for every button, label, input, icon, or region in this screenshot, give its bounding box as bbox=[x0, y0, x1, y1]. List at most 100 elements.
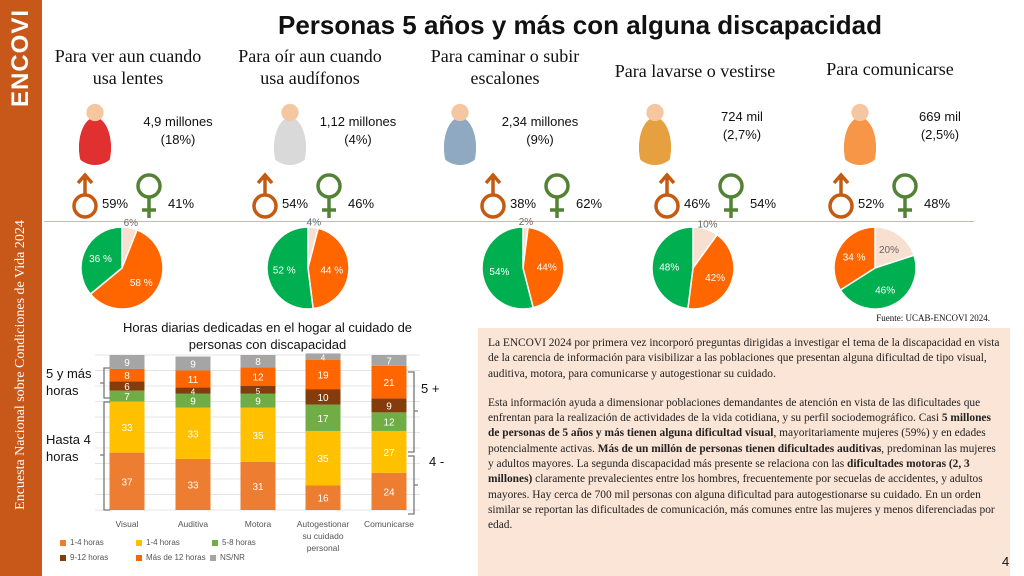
bar-segment bbox=[371, 365, 407, 399]
legend-item: 5-8 horas bbox=[212, 538, 256, 547]
bar-segment bbox=[109, 452, 145, 510]
category-count: 4,9 millones bbox=[143, 114, 213, 129]
sidebar: ENCOVI Encuesta Nacional sobre Condicion… bbox=[0, 0, 42, 576]
male-percent: 59% bbox=[102, 195, 129, 211]
bar-segment bbox=[371, 412, 407, 431]
summary-text: , mayoritariamente mujeres (59%) y en ed… bbox=[488, 427, 986, 455]
pie-label: 44% bbox=[537, 263, 557, 274]
legend-item: 9-12 horas bbox=[60, 553, 108, 562]
legend-swatch bbox=[136, 554, 142, 561]
category-value: 669 mil (2,5%) bbox=[890, 108, 990, 144]
x-tick-label: su cuidado bbox=[302, 531, 343, 541]
pie-label: 46% bbox=[875, 286, 895, 297]
legend-swatch bbox=[136, 539, 142, 546]
page-title: Personas 5 años y más con alguna discapa… bbox=[277, 10, 883, 40]
category-title: Para oír aun cuando usa audífonos bbox=[238, 46, 382, 88]
category-title: Para caminar o subir escalones bbox=[430, 46, 580, 88]
bar-label: 35 bbox=[317, 454, 329, 465]
source-note: Fuente: UCAB-ENCOVI 2024. bbox=[876, 313, 990, 323]
bar-label: 9 bbox=[386, 401, 392, 412]
divider bbox=[44, 221, 974, 222]
x-tick-label: Autogestionar bbox=[297, 519, 350, 529]
bar-segment bbox=[305, 485, 341, 510]
female-percent: 48% bbox=[924, 195, 951, 211]
pie-label: 48% bbox=[659, 263, 679, 274]
pie-slice bbox=[839, 254, 917, 310]
bar-segment bbox=[305, 389, 341, 405]
male-percent: 54% bbox=[282, 195, 309, 211]
legend-swatch bbox=[60, 554, 66, 561]
male-percent: 38% bbox=[510, 195, 537, 211]
summary-paragraph-1: La ENCOVI 2024 por primera vez incorporó… bbox=[488, 337, 1000, 380]
person-illustration bbox=[67, 95, 123, 165]
male-icon bbox=[828, 172, 854, 219]
male-icon bbox=[252, 172, 278, 219]
category-percent: (2,5%) bbox=[920, 127, 960, 142]
summary-paragraph-2: Esta información ayuda a dimensionar pob… bbox=[488, 396, 1000, 534]
summary-highlight: 5 millones de personas de 5 años y más t… bbox=[488, 412, 991, 440]
gender-split: 54% 46% bbox=[250, 172, 374, 220]
category-title: Para comunicarse bbox=[826, 59, 954, 79]
bar-label: 27 bbox=[383, 448, 395, 459]
legend-label: 9-12 horas bbox=[70, 553, 109, 562]
annotation-left-bottom: Hasta 4 horas bbox=[46, 432, 91, 464]
legend-label: Más de 12 horas bbox=[146, 553, 206, 562]
bar-segment bbox=[305, 404, 341, 431]
bar-segment bbox=[175, 458, 211, 510]
bar-segment bbox=[240, 386, 276, 394]
bar-label: 35 bbox=[252, 431, 264, 442]
legend-swatch bbox=[60, 539, 66, 546]
bar-label: 21 bbox=[383, 378, 395, 389]
bar-segment bbox=[175, 370, 211, 388]
category-count: 724 mil bbox=[721, 109, 763, 124]
bar-segment bbox=[371, 398, 407, 413]
bar-segment bbox=[305, 353, 341, 360]
legend-item: Más de 12 horas bbox=[136, 553, 206, 562]
bar-label: 12 bbox=[383, 418, 395, 429]
bar-label: 5 bbox=[256, 387, 261, 396]
pie-slice bbox=[687, 233, 735, 310]
bar-label: 16 bbox=[317, 494, 329, 505]
category-value: 1,12 millones (4%) bbox=[308, 113, 408, 149]
bar-segment bbox=[175, 387, 211, 394]
summary-highlight: Más de un millón de personas tienen difi… bbox=[597, 442, 882, 455]
category-count: 669 mil bbox=[919, 109, 961, 124]
summary-text: Esta información ayuda a dimensionar pob… bbox=[488, 396, 981, 425]
person-illustration bbox=[432, 95, 488, 165]
person-illustration bbox=[627, 95, 683, 165]
pie-label: 20% bbox=[879, 245, 899, 256]
bar-segment bbox=[240, 393, 276, 408]
category-value: 724 mil (2,7%) bbox=[692, 108, 792, 144]
bar-label: 10 bbox=[317, 393, 329, 404]
bar-label: 7 bbox=[124, 392, 130, 403]
bar-label: 4 bbox=[191, 388, 196, 397]
male-icon bbox=[480, 172, 506, 219]
legend-swatch bbox=[212, 539, 218, 546]
category-count: 2,34 millones bbox=[501, 114, 579, 129]
bracket bbox=[100, 367, 110, 399]
bracket bbox=[100, 401, 110, 511]
bar-label: 17 bbox=[317, 414, 329, 425]
pie-slice bbox=[651, 226, 694, 310]
bar-label: 19 bbox=[317, 370, 329, 381]
bar-label: 11 bbox=[188, 375, 199, 386]
bar-segment bbox=[371, 430, 407, 473]
legend-swatch bbox=[210, 554, 216, 561]
bar-label: 24 bbox=[383, 487, 395, 498]
bar-segment bbox=[240, 355, 276, 368]
category-percent: (2,7%) bbox=[722, 127, 762, 142]
category-title: Para lavarse o vestirse bbox=[614, 61, 776, 81]
bar-label: 33 bbox=[187, 480, 199, 491]
bar-label: 4 bbox=[321, 354, 326, 363]
female-icon bbox=[892, 173, 918, 218]
bracket bbox=[408, 371, 418, 453]
gender-split: 59% 41% bbox=[70, 172, 194, 220]
gender-split: 52% 48% bbox=[826, 172, 950, 220]
pie-slice bbox=[692, 226, 719, 271]
bar-segment bbox=[109, 401, 145, 453]
pie-label: 54% bbox=[489, 267, 509, 278]
legend-item: NS/NR bbox=[210, 553, 245, 562]
gender-split: 38% 62% bbox=[478, 172, 602, 220]
summary-textbox: La ENCOVI 2024 por primera vez incorporó… bbox=[478, 328, 1010, 576]
bar-segment bbox=[305, 430, 341, 486]
